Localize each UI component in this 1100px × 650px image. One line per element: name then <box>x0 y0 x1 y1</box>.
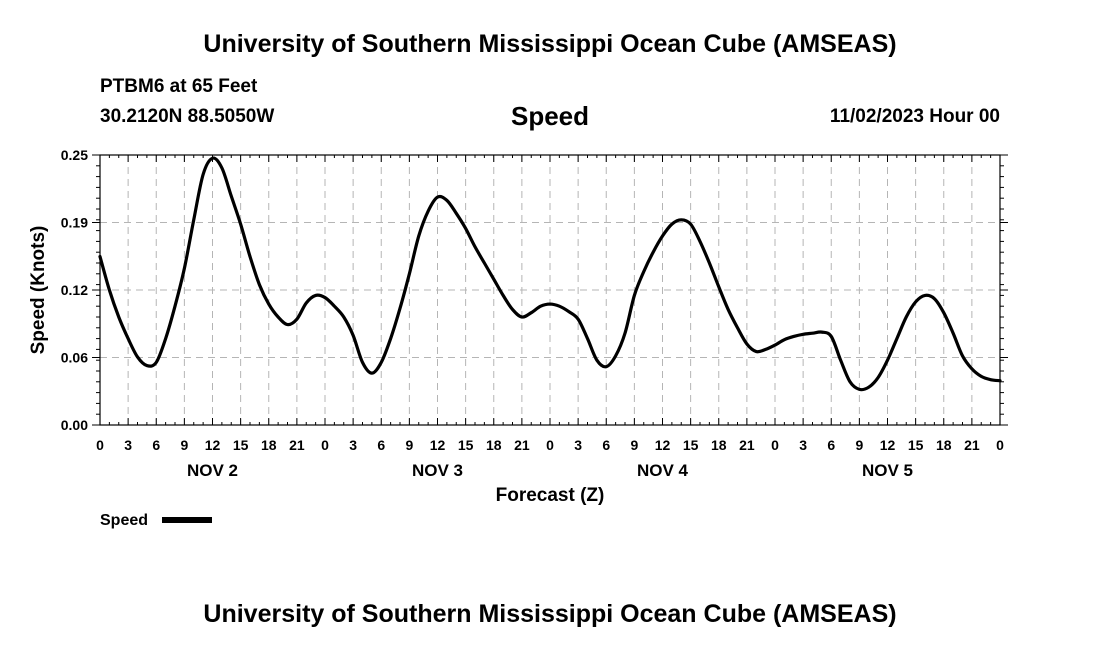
x-tick-label: 3 <box>349 437 357 453</box>
x-tick-label: 9 <box>405 437 413 453</box>
x-tick-label: 21 <box>964 437 980 453</box>
x-tick-label: 6 <box>602 437 610 453</box>
x-tick-label: 12 <box>205 437 221 453</box>
forecast-datetime: 11/02/2023 Hour 00 <box>829 106 1000 127</box>
x-tick-label: 15 <box>233 437 249 453</box>
x-tick-label: 0 <box>96 437 104 453</box>
x-tick-label: 21 <box>289 437 305 453</box>
x-tick-label: 12 <box>880 437 896 453</box>
x-tick-label: 0 <box>546 437 554 453</box>
day-label: NOV 3 <box>412 461 463 480</box>
y-axis-title: Speed (Knots) <box>28 226 49 355</box>
x-tick-label: 18 <box>261 437 277 453</box>
x-axis-title: Forecast (Z) <box>496 485 605 506</box>
day-labels: NOV 2 NOV 3 NOV 4 NOV 5 <box>187 461 913 480</box>
x-tick-label: 18 <box>486 437 502 453</box>
speed-series-line <box>98 156 1002 392</box>
coordinates-label: 30.2120N 88.5050W <box>100 106 275 127</box>
x-tick-label: 0 <box>996 437 1004 453</box>
y-axis-ticks: 0.00 0.06 0.12 0.19 0.25 <box>61 147 1008 433</box>
x-tick-label: 21 <box>514 437 530 453</box>
y-tick-label: 0.19 <box>61 215 88 231</box>
day-label: NOV 2 <box>187 461 238 480</box>
chart-supertitle: University of Southern Mississippi Ocean… <box>203 30 897 58</box>
x-tick-label: 3 <box>799 437 807 453</box>
y-tick-label: 0.12 <box>61 282 88 298</box>
y-tick-label: 0.00 <box>61 417 88 433</box>
x-tick-label: 6 <box>377 437 385 453</box>
footer-title: University of Southern Mississippi Ocean… <box>203 600 897 628</box>
y-tick-label: 0.25 <box>61 147 88 163</box>
x-tick-label: 9 <box>180 437 188 453</box>
grid-lines <box>100 155 1000 425</box>
day-label: NOV 4 <box>637 461 689 480</box>
x-tick-label: 3 <box>124 437 132 453</box>
x-tick-label: 18 <box>711 437 727 453</box>
legend-label: Speed <box>100 512 148 529</box>
x-tick-label: 18 <box>936 437 952 453</box>
x-axis-ticks: 0 3 6 9 12 15 18 21 0 3 6 9 12 15 18 21 0 3 6 9 12 15 18 21 0 3 6 9… <box>96 155 1004 453</box>
x-tick-label: 3 <box>574 437 582 453</box>
x-tick-label: 6 <box>827 437 835 453</box>
plot-frame <box>99 154 1001 426</box>
y-tick-label: 0.06 <box>61 350 88 366</box>
x-tick-label: 0 <box>771 437 779 453</box>
x-tick-label: 21 <box>739 437 755 453</box>
x-tick-label: 6 <box>152 437 160 453</box>
x-tick-label: 15 <box>908 437 924 453</box>
x-tick-label: 15 <box>683 437 699 453</box>
day-label: NOV 5 <box>862 461 913 480</box>
x-tick-label: 9 <box>855 437 863 453</box>
x-tick-label: 12 <box>430 437 446 453</box>
x-tick-label: 0 <box>321 437 329 453</box>
station-label: PTBM6 at 65 Feet <box>100 76 258 97</box>
x-tick-label: 9 <box>630 437 638 453</box>
chart-title: Speed <box>510 101 590 131</box>
x-tick-label: 12 <box>655 437 671 453</box>
x-tick-label: 15 <box>458 437 474 453</box>
